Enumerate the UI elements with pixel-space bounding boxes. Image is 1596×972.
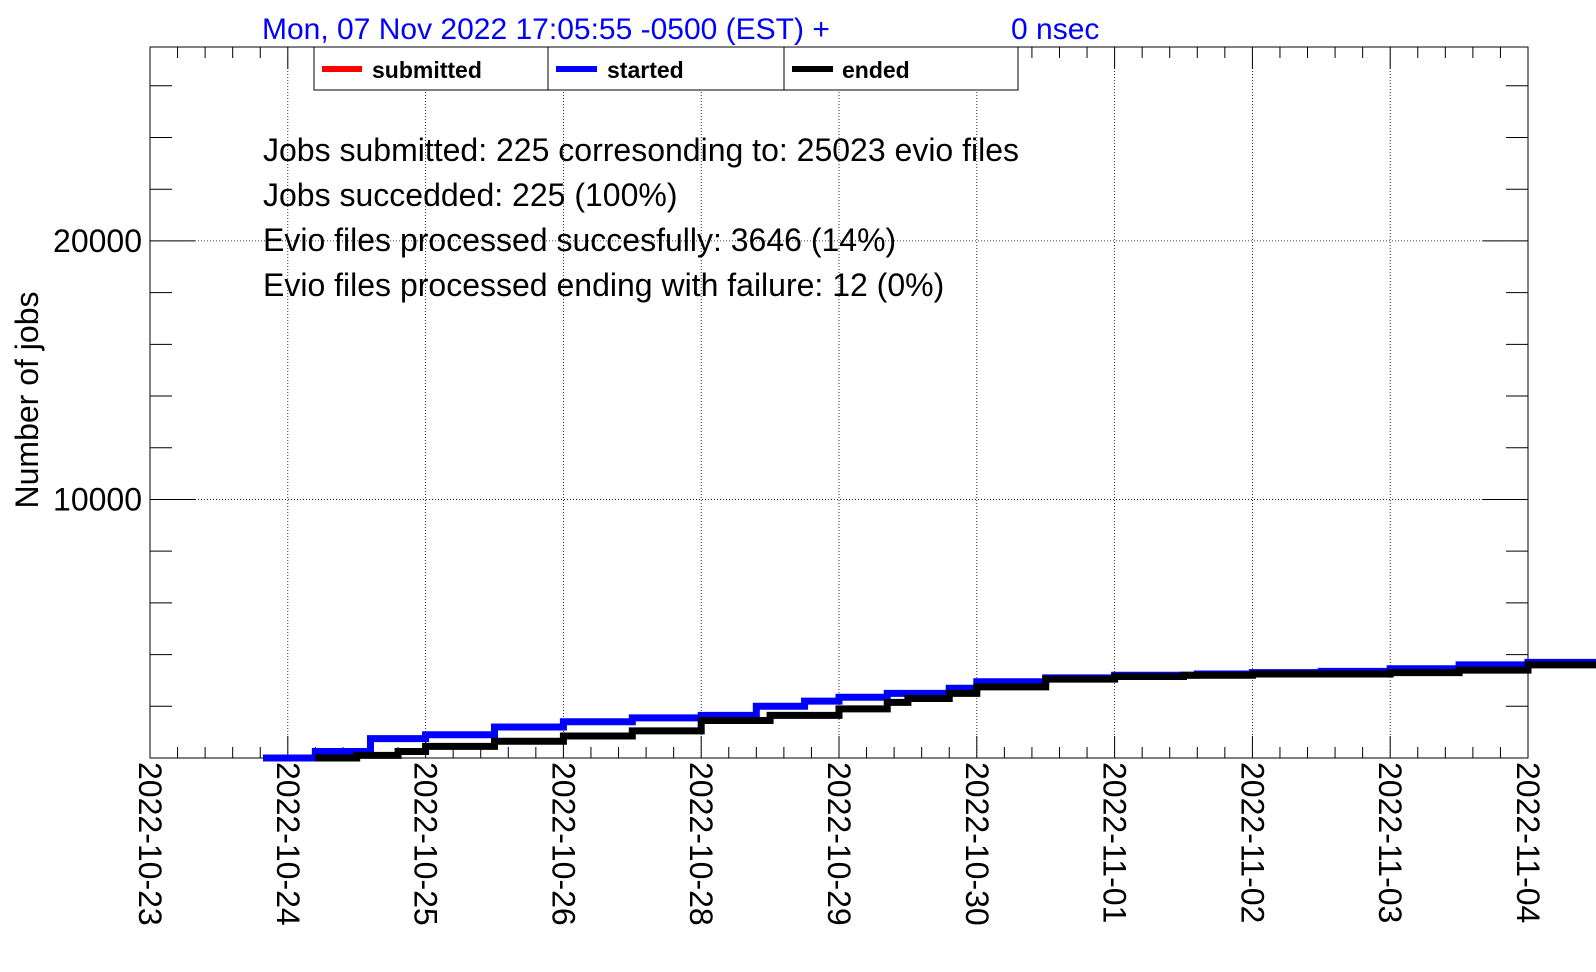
x-tick-label: 2022-10-23 <box>132 762 168 926</box>
x-tick-label: 2022-11-02 <box>1234 762 1270 923</box>
x-tick-label: 2022-10-26 <box>545 762 581 926</box>
series-layer <box>262 658 1596 762</box>
legend-box <box>313 46 1019 91</box>
stats-line-3: Evio files processed succesfully: 3646 (… <box>263 222 896 258</box>
header-timestamp: Mon, 07 Nov 2022 17:05:55 -0500 (EST) + <box>262 13 830 46</box>
x-tick-label: 2022-11-04 <box>1510 762 1546 923</box>
stats-line-2: Jobs succedded: 225 (100%) <box>263 177 677 213</box>
label-layer: 2022-10-23 2022-10-24 2022-10-25 2022-10-26… <box>53 223 1546 926</box>
x-tick-label: 2022-10-25 <box>408 762 444 926</box>
header-nsec: 0 nsec <box>1011 13 1099 46</box>
stats-line-4: Evio files processed ending with failure… <box>263 267 944 303</box>
x-tick-label: 2022-10-29 <box>821 762 857 926</box>
x-tick-label: 2022-11-01 <box>1097 762 1133 923</box>
legend-label-submitted: submitted <box>372 57 482 83</box>
plot-frame <box>149 46 1529 759</box>
x-tick-label: 2022-11-03 <box>1372 762 1408 923</box>
legend-label-ended: ended <box>842 57 910 83</box>
y-axis-title: Number of jobs <box>9 292 45 509</box>
y-tick-label: 10000 <box>53 481 142 517</box>
x-tick-label: 2022-10-24 <box>270 762 306 926</box>
legend-label-started: started <box>607 57 684 83</box>
y-tick-label: 20000 <box>53 223 142 259</box>
stats-line-1: Jobs submitted: 225 corresonding to: 250… <box>263 132 1019 168</box>
x-tick-label: 2022-10-30 <box>959 762 995 926</box>
x-tick-label: 2022-10-28 <box>683 762 719 926</box>
series-line-ended <box>315 661 1596 762</box>
legend: submitted started ended <box>313 46 1019 91</box>
